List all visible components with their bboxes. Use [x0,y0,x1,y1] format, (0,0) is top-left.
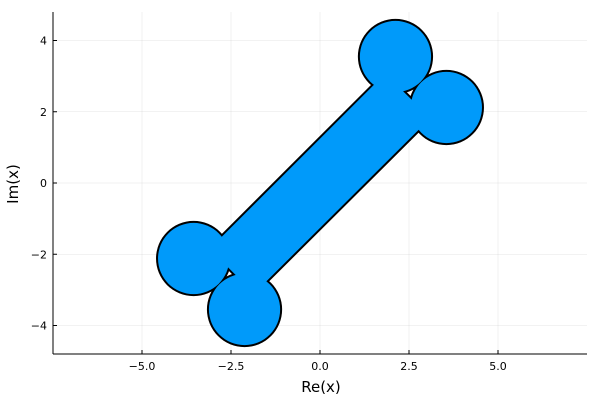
y-axis-label: Im(x) [4,164,22,204]
x-tick-label: 0.0 [311,360,329,373]
y-tick-label: −4 [31,320,47,333]
x-tick-label: −5.0 [129,360,156,373]
bone-end-circle [208,273,281,346]
x-tick-label: 5.0 [489,360,507,373]
y-tick-label: 4 [40,35,47,48]
y-tick-label: 0 [40,177,47,190]
y-tick-label: −2 [31,248,47,261]
bone-end-circle [410,71,482,144]
x-tick-label: −2.5 [218,360,245,373]
shape-layer [156,18,484,348]
bone-end-circle [359,20,432,93]
bone-end-circle [158,222,230,295]
ticks-layer: −5.0 −2.5 0.0 2.5 5.0 −4 −2 0 2 4 [31,35,507,374]
x-axis-label: Re(x) [301,378,341,396]
y-tick-label: 2 [40,106,47,119]
bone-shaft [209,73,431,294]
x-tick-label: 2.5 [400,360,418,373]
